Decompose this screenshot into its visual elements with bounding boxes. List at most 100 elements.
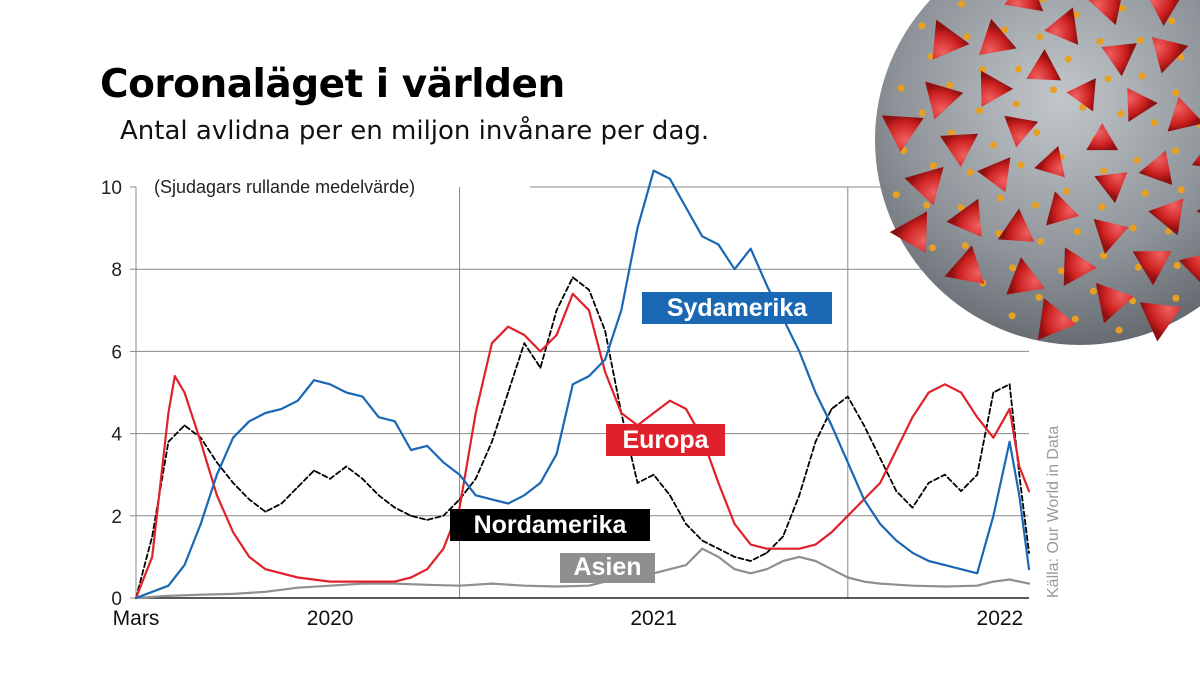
data-point-sydamerika [927,560,930,562]
data-point-nordamerika [636,482,639,484]
data-point-asien [911,584,914,587]
data-point-asien [588,584,590,587]
data-point-asien [491,582,493,585]
axes: 0 2 4 6 8 10 Mars 2020 2021 2022 [101,178,1029,630]
data-point-sydamerika [280,408,283,410]
data-point-asien [944,585,946,588]
data-point-nordamerika [571,276,574,279]
data-point-nordamerika [393,506,396,509]
data-point-asien [458,584,461,587]
data-point-sydamerika [846,461,849,464]
data-point-europa [879,482,882,484]
x-tick-label: Mars [113,607,160,630]
data-point-sydamerika [701,235,704,238]
data-point-sydamerika [976,572,979,575]
data-point-sydamerika [442,461,445,464]
data-point-sydamerika [895,539,898,542]
x-tick-label: 2022 [977,607,1024,630]
data-point-sydamerika [717,243,720,246]
data-point-nordamerika [814,440,817,443]
data-point-sydamerika [944,564,946,566]
data-point-europa [976,416,979,419]
data-point-sydamerika [216,473,218,476]
data-point-asien [523,584,526,587]
data-point-europa [458,506,461,509]
data-point-europa [652,412,655,414]
data-point-europa [944,383,946,386]
data-point-asien [426,583,429,586]
data-point-nordamerika [183,424,186,427]
data-point-sydamerika [135,597,137,599]
data-point-nordamerika [296,486,299,488]
data-point-europa [474,412,477,414]
data-point-europa [685,408,687,410]
series-label-nordamerika: Nordamerika [474,511,628,539]
series-label-asien: Asien [573,553,641,581]
data-point-sydamerika [458,473,461,476]
data-point-nordamerika [345,465,348,468]
data-point-nordamerika [491,440,493,443]
data-point-nordamerika [717,547,720,550]
data-point-sydamerika [474,494,477,497]
data-point-nordamerika [264,510,267,513]
data-point-sydamerika [960,568,962,571]
data-point-sydamerika [296,399,299,402]
data-point-europa [216,494,218,497]
data-point-europa [911,416,914,419]
data-point-asien [992,580,995,583]
data-point-sydamerika [199,523,202,525]
data-point-asien [717,556,720,558]
data-point-asien [555,585,558,588]
data-point-nordamerika [248,498,251,501]
data-point-europa [717,482,720,484]
data-point-nordamerika [701,539,704,542]
data-point-sydamerika [232,436,235,439]
data-point-nordamerika [474,477,477,480]
data-point-sydamerika [1018,494,1021,497]
data-point-europa [588,309,590,312]
data-point-sydamerika [879,523,882,525]
data-point-nordamerika [733,556,736,558]
data-point-nordamerika [426,519,429,521]
data-point-europa [491,342,493,345]
data-point-asien [976,584,979,587]
data-point-europa [749,543,752,546]
data-point-nordamerika [911,506,914,509]
series-label-box [560,553,655,583]
data-point-nordamerika [669,494,671,497]
data-point-europa [571,293,574,295]
data-point-nordamerika [879,457,882,460]
data-point-sydamerika [588,375,590,377]
data-point-asien [846,576,849,579]
data-point-europa [960,391,962,394]
data-point-asien [361,582,364,585]
data-point-europa [199,440,202,443]
data-point-asien [296,586,299,589]
data-point-nordamerika [555,309,558,312]
data-point-nordamerika [749,560,752,562]
data-point-asien [264,590,267,593]
data-point-sydamerika [507,502,509,505]
data-point-nordamerika [588,288,590,291]
data-point-sydamerika [814,391,817,394]
data-point-sydamerika [911,551,914,554]
data-point-sydamerika [393,420,396,423]
data-point-sydamerika [361,395,364,398]
data-point-nordamerika [280,502,283,505]
data-point-asien [1028,582,1030,585]
data-point-europa [830,531,833,534]
data-point-nordamerika [216,461,218,464]
data-point-sydamerika [669,177,671,180]
data-point-nordamerika [863,424,865,427]
data-point-europa [329,580,331,583]
series-line-asien [134,547,1031,600]
data-point-europa [782,547,784,550]
data-point-nordamerika [766,551,768,554]
data-point-europa [555,334,558,336]
data-point-asien [814,560,817,562]
data-point-nordamerika [685,523,687,525]
data-point-asien [199,593,202,596]
chart-title: Coronaläget i världen [100,62,565,107]
series-line-sydamerika [134,169,1031,600]
